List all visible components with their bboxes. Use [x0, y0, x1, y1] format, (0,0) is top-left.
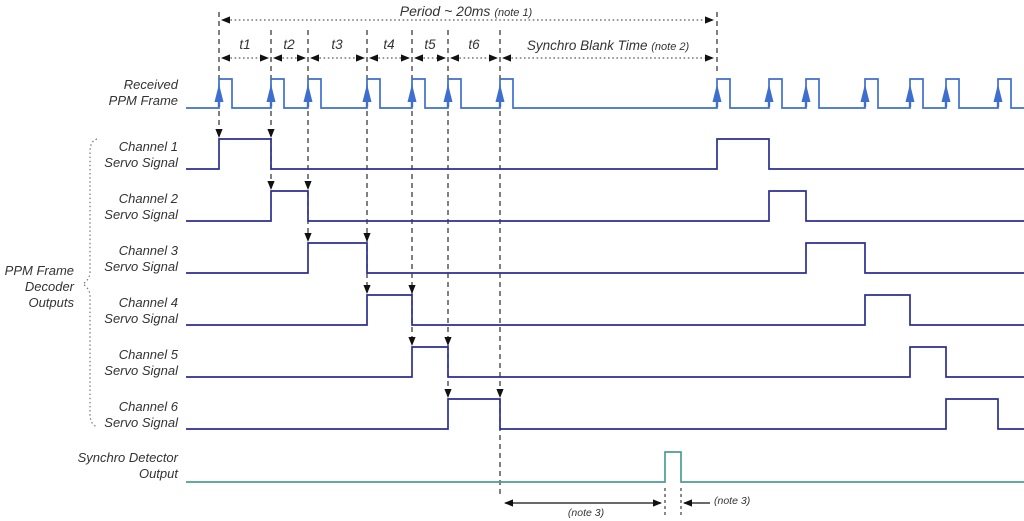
channel-5-label: Channel 5 Servo Signal [104, 347, 178, 378]
channel-6-label: Channel 6 Servo Signal [104, 399, 178, 430]
channel-3-label: Channel 3 Servo Signal [104, 243, 178, 274]
synchro-blank-note: (note 2) [651, 41, 690, 53]
period-label: Period ~ 20ms (note 1) [219, 3, 713, 19]
t5-label: t5 [424, 37, 436, 52]
t1-label: t1 [239, 37, 251, 52]
t3-label: t3 [331, 37, 343, 52]
period-note: (note 1) [494, 7, 533, 19]
t4-label: t4 [383, 37, 395, 52]
period-label-text: Period ~ 20ms [399, 3, 491, 19]
channel-1-label: Channel 1 Servo Signal [104, 139, 178, 170]
t2-label: t2 [283, 37, 295, 52]
note3-right-label: (note 3) [714, 495, 751, 507]
received-ppm-frame-label: Received PPM Frame [108, 77, 178, 108]
synchro-detector-output-label: Synchro Detector Output [77, 450, 178, 481]
channel-2-label: Channel 2 Servo Signal [104, 191, 178, 222]
ppm-frame-decoder-outputs-label: PPM Frame Decoder Outputs [4, 263, 74, 310]
synchro-blank-time-text: Synchro Blank Time [526, 38, 648, 53]
channel-4-label: Channel 4 Servo Signal [104, 295, 178, 326]
t6-label: t6 [468, 37, 480, 52]
synchro-blank-time-label: Synchro Blank Time (note 2) [502, 38, 714, 53]
note3-left-label: (note 3) [567, 507, 605, 519]
